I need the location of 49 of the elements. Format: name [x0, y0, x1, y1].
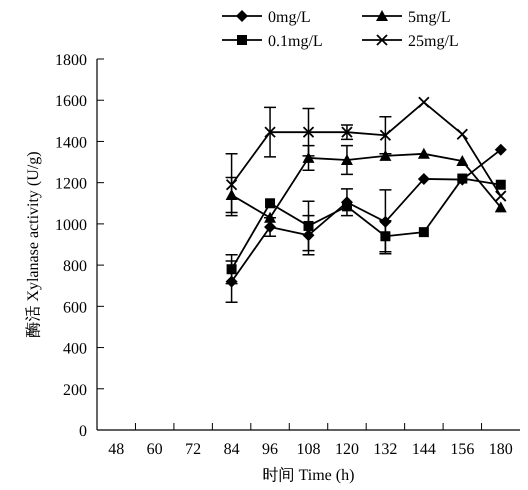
- point: [494, 190, 507, 202]
- point: [226, 178, 238, 191]
- x-tick-label: 120: [334, 441, 359, 458]
- x-tick-label: 96: [262, 441, 278, 458]
- x-tick-label: 132: [373, 441, 398, 458]
- x-tick-label: 60: [146, 441, 163, 458]
- y-tick-label: 1400: [55, 134, 87, 152]
- x-tick-label: 72: [185, 441, 202, 458]
- y-axis-title: 酶活 Xylanase activity (U/g): [25, 151, 42, 338]
- x-tick-label: 84: [224, 441, 240, 458]
- x-tick-label: 180: [488, 441, 513, 458]
- y-tick-label: 1200: [55, 176, 87, 193]
- point: [418, 172, 430, 185]
- point: [264, 212, 276, 223]
- x-tick-label: 108: [296, 441, 320, 458]
- y-tick-label: 1800: [55, 52, 87, 69]
- point: [418, 148, 430, 159]
- y-tick-label: 200: [63, 382, 87, 399]
- x-axis-title: 时间 Time (h): [262, 466, 354, 484]
- point: [380, 231, 390, 242]
- y-tick-label: 1600: [55, 93, 87, 110]
- point: [264, 126, 276, 138]
- point: [457, 174, 468, 184]
- x-tick-label: 156: [450, 441, 474, 458]
- point: [496, 180, 506, 190]
- point: [380, 129, 392, 142]
- y-tick-label: 0: [79, 423, 87, 440]
- legend-label: 0mg/L: [268, 9, 311, 26]
- point: [226, 264, 237, 274]
- y-tick-label: 400: [63, 340, 87, 358]
- y-tick-label: 600: [63, 299, 87, 316]
- point: [302, 126, 314, 138]
- point: [456, 155, 468, 166]
- legend-label: 5mg/L: [408, 9, 451, 26]
- point: [494, 144, 507, 156]
- y-tick-label: 800: [63, 258, 87, 276]
- point: [265, 198, 276, 208]
- point: [418, 96, 430, 108]
- point: [304, 220, 314, 231]
- legend-label: 25mg/L: [408, 33, 459, 50]
- x-tick-label: 48: [108, 441, 124, 458]
- point: [418, 227, 429, 238]
- x-tick-label: 144: [412, 441, 436, 458]
- y-tick-label: 1000: [55, 216, 87, 234]
- point: [456, 128, 468, 140]
- legend-label: 0.1mg/L: [268, 33, 323, 50]
- point: [494, 201, 507, 212]
- point: [342, 201, 352, 212]
- point: [340, 154, 353, 165]
